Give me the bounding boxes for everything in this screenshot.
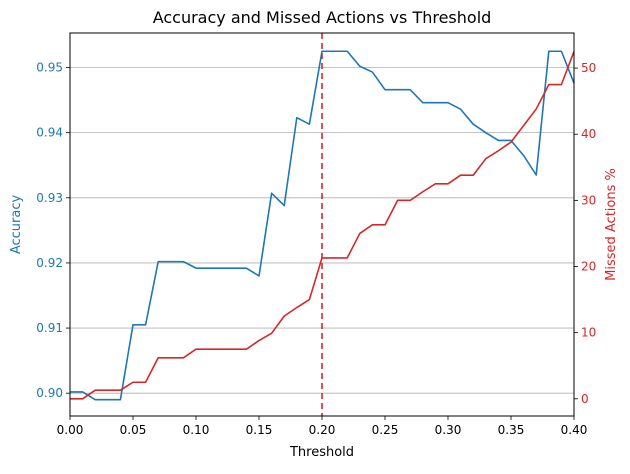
y-left-tick-label-5: 0.95 — [36, 61, 63, 75]
x-axis-ticks: 0.00 0.05 0.10 0.15 0.20 0.25 0.30 0.35 0.40 — [57, 416, 588, 437]
y-left-axis-label: Accuracy — [9, 195, 24, 255]
y-left-tick-label-3: 0.93 — [36, 191, 63, 205]
x-tick-label-1: 0.05 — [120, 423, 147, 437]
y-right-tick-label-4: 40 — [581, 127, 596, 141]
y-left-axis-ticks: 0.90 0.91 0.92 0.93 0.94 0.95 — [36, 61, 70, 400]
chart-title: Accuracy and Missed Actions vs Threshold — [153, 8, 492, 27]
x-axis-label: Threshold — [289, 445, 354, 460]
y-right-axis-ticks: 0 10 20 30 40 50 — [574, 61, 596, 406]
x-tick-label-3: 0.15 — [246, 423, 273, 437]
y-left-tick-label-4: 0.94 — [36, 126, 63, 140]
x-tick-label-2: 0.10 — [183, 423, 210, 437]
y-right-tick-label-1: 10 — [581, 326, 596, 340]
y-right-tick-label-3: 30 — [581, 193, 596, 207]
x-tick-label-6: 0.30 — [435, 423, 462, 437]
x-tick-label-5: 0.25 — [372, 423, 399, 437]
x-tick-label-7: 0.35 — [498, 423, 525, 437]
y-right-tick-label-2: 20 — [581, 260, 596, 274]
x-tick-label-8: 0.40 — [561, 423, 588, 437]
accuracy-line — [70, 50, 575, 401]
y-left-tick-label-2: 0.92 — [36, 256, 63, 270]
y-right-axis-label: Missed Actions % — [604, 168, 619, 281]
y-right-tick-label-0: 0 — [581, 392, 589, 406]
x-tick-label-0: 0.00 — [57, 423, 84, 437]
y-left-tick-label-0: 0.90 — [36, 386, 63, 400]
y-right-tick-label-5: 50 — [581, 61, 596, 75]
y-left-tick-label-1: 0.91 — [36, 321, 63, 335]
x-tick-label-4: 0.20 — [309, 423, 336, 437]
